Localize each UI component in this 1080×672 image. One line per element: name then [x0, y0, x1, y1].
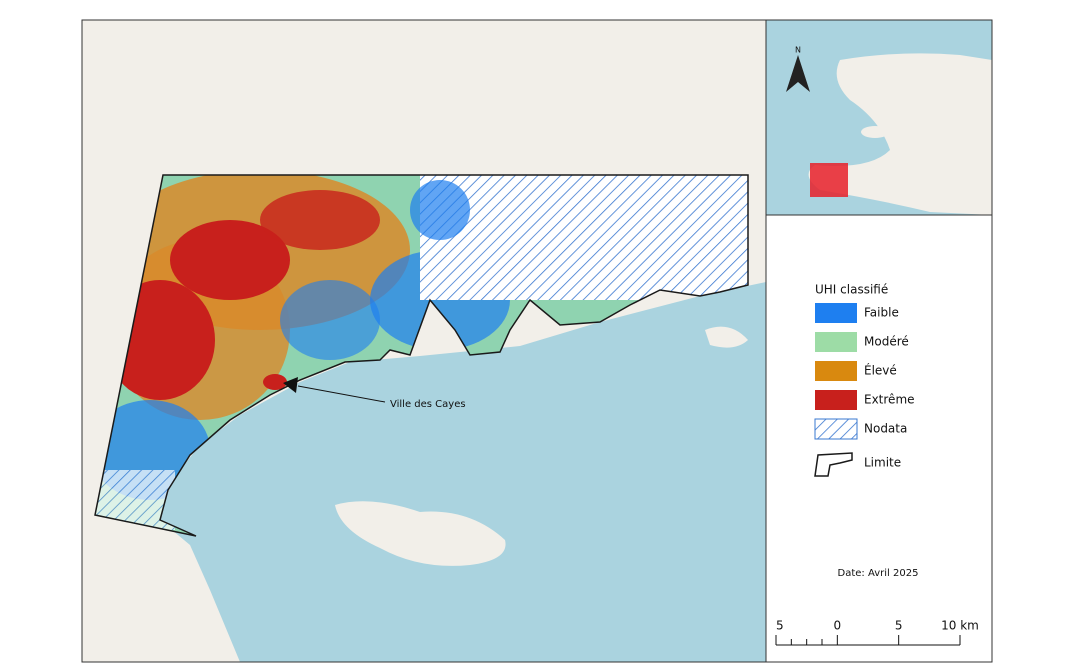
inset-map: N	[765, 19, 993, 216]
annotation-leader	[297, 385, 386, 403]
legend: Faible Modéré Élevé Extrême Nodata Limite	[814, 303, 915, 477]
city-annotation: Ville des Cayes	[390, 399, 466, 410]
scale-label: 10 km	[941, 619, 979, 633]
annotation-arrow	[283, 377, 298, 393]
legend-swatch	[815, 390, 857, 410]
legend-label: Limite	[864, 456, 901, 470]
legend-label: Faible	[864, 306, 899, 320]
scale-label: 5	[895, 619, 903, 633]
extent-indicator	[810, 163, 848, 197]
main-map: Ville des Cayes	[82, 20, 766, 662]
date: Date: Avril 2025	[838, 568, 919, 579]
legend-label: Extrême	[864, 393, 915, 407]
north-arrow	[786, 55, 810, 92]
legend-swatch	[815, 332, 857, 352]
legend-panel	[765, 214, 993, 663]
legend-label: Élevé	[864, 363, 897, 378]
legend-label: Nodata	[864, 422, 907, 436]
north-label: N	[795, 46, 801, 55]
legend-swatch	[815, 303, 857, 323]
legend-title: UHI classifié	[815, 283, 888, 297]
scale-label: 5	[776, 619, 784, 633]
sea	[160, 282, 766, 662]
legend-label: Modéré	[864, 335, 909, 349]
scale-bar: 5 0 5 10 km	[775, 619, 979, 646]
boundary	[94, 174, 749, 537]
islet	[705, 326, 748, 348]
scale-label: 0	[834, 619, 842, 633]
legend-swatch	[814, 418, 858, 440]
legend-swatch	[815, 361, 857, 381]
legend-swatch	[814, 452, 853, 477]
island	[335, 501, 506, 566]
